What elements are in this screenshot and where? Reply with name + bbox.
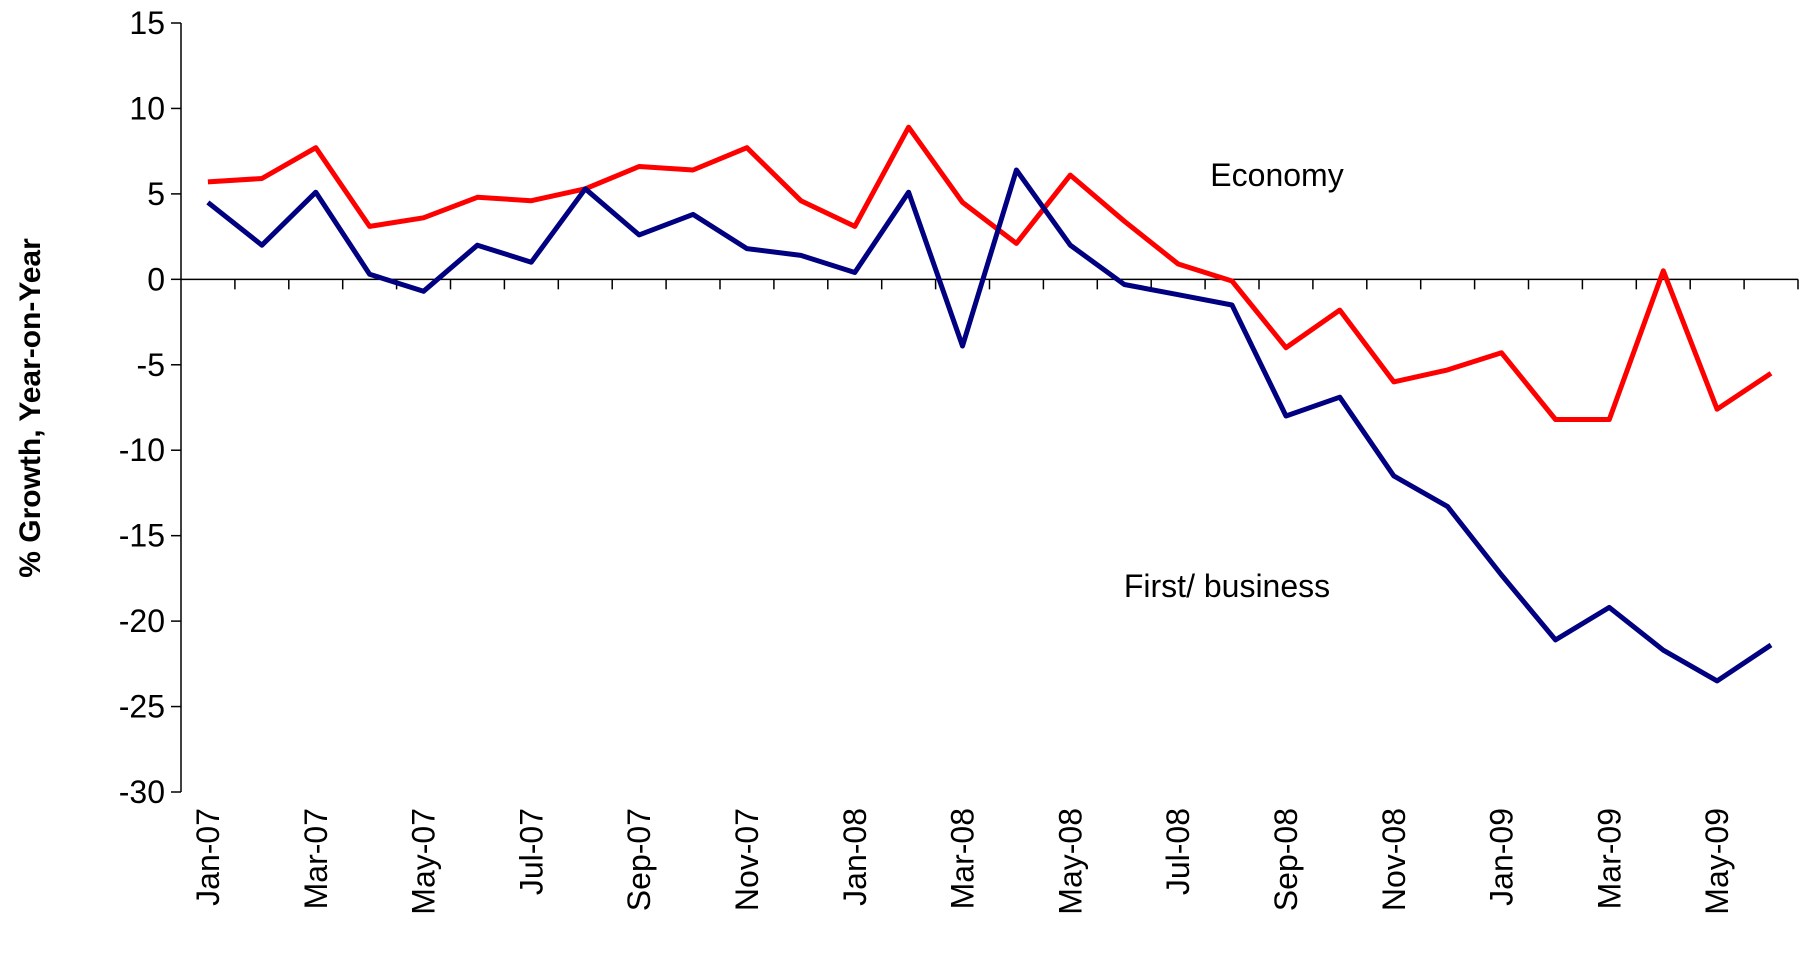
x-tick-label: Jan-07 [190, 808, 226, 906]
x-tick-label: Jan-09 [1484, 808, 1520, 906]
y-tick-label: -25 [119, 689, 165, 725]
y-tick-label: 10 [129, 90, 165, 126]
y-tick-label: -30 [119, 774, 165, 810]
y-axis-label: % Growth, Year-on-Year [14, 238, 47, 578]
x-tick-label: Jan-08 [837, 808, 873, 906]
x-tick-label: Jul-08 [1160, 808, 1196, 895]
x-tick-label: Nov-08 [1376, 808, 1412, 911]
y-tick-label: 0 [147, 261, 165, 297]
annotation: First/ business [1124, 568, 1330, 604]
annotation: Economy [1210, 157, 1343, 193]
y-tick-label: -15 [119, 518, 165, 554]
x-tick-label: Mar-07 [298, 808, 334, 909]
x-tick-label: Sep-08 [1268, 808, 1304, 911]
series-line [206, 167, 1773, 684]
x-tick-label: Jul-07 [513, 808, 549, 895]
y-tick-label: -5 [137, 347, 165, 383]
x-tick-label: Mar-08 [945, 808, 981, 909]
y-tick-label: -20 [119, 603, 165, 639]
x-tick-label: Sep-07 [621, 808, 657, 911]
y-tick-label: -10 [119, 432, 165, 468]
x-tick-label: May-08 [1052, 808, 1088, 915]
x-tick-label: Nov-07 [729, 808, 765, 911]
x-tick-label: May-09 [1699, 808, 1735, 915]
x-tick-label: Mar-09 [1591, 808, 1627, 909]
series-line [207, 124, 1773, 422]
y-tick-label: 5 [147, 176, 165, 212]
x-tick-label: May-07 [406, 808, 442, 915]
y-tick-label: 15 [129, 5, 165, 41]
